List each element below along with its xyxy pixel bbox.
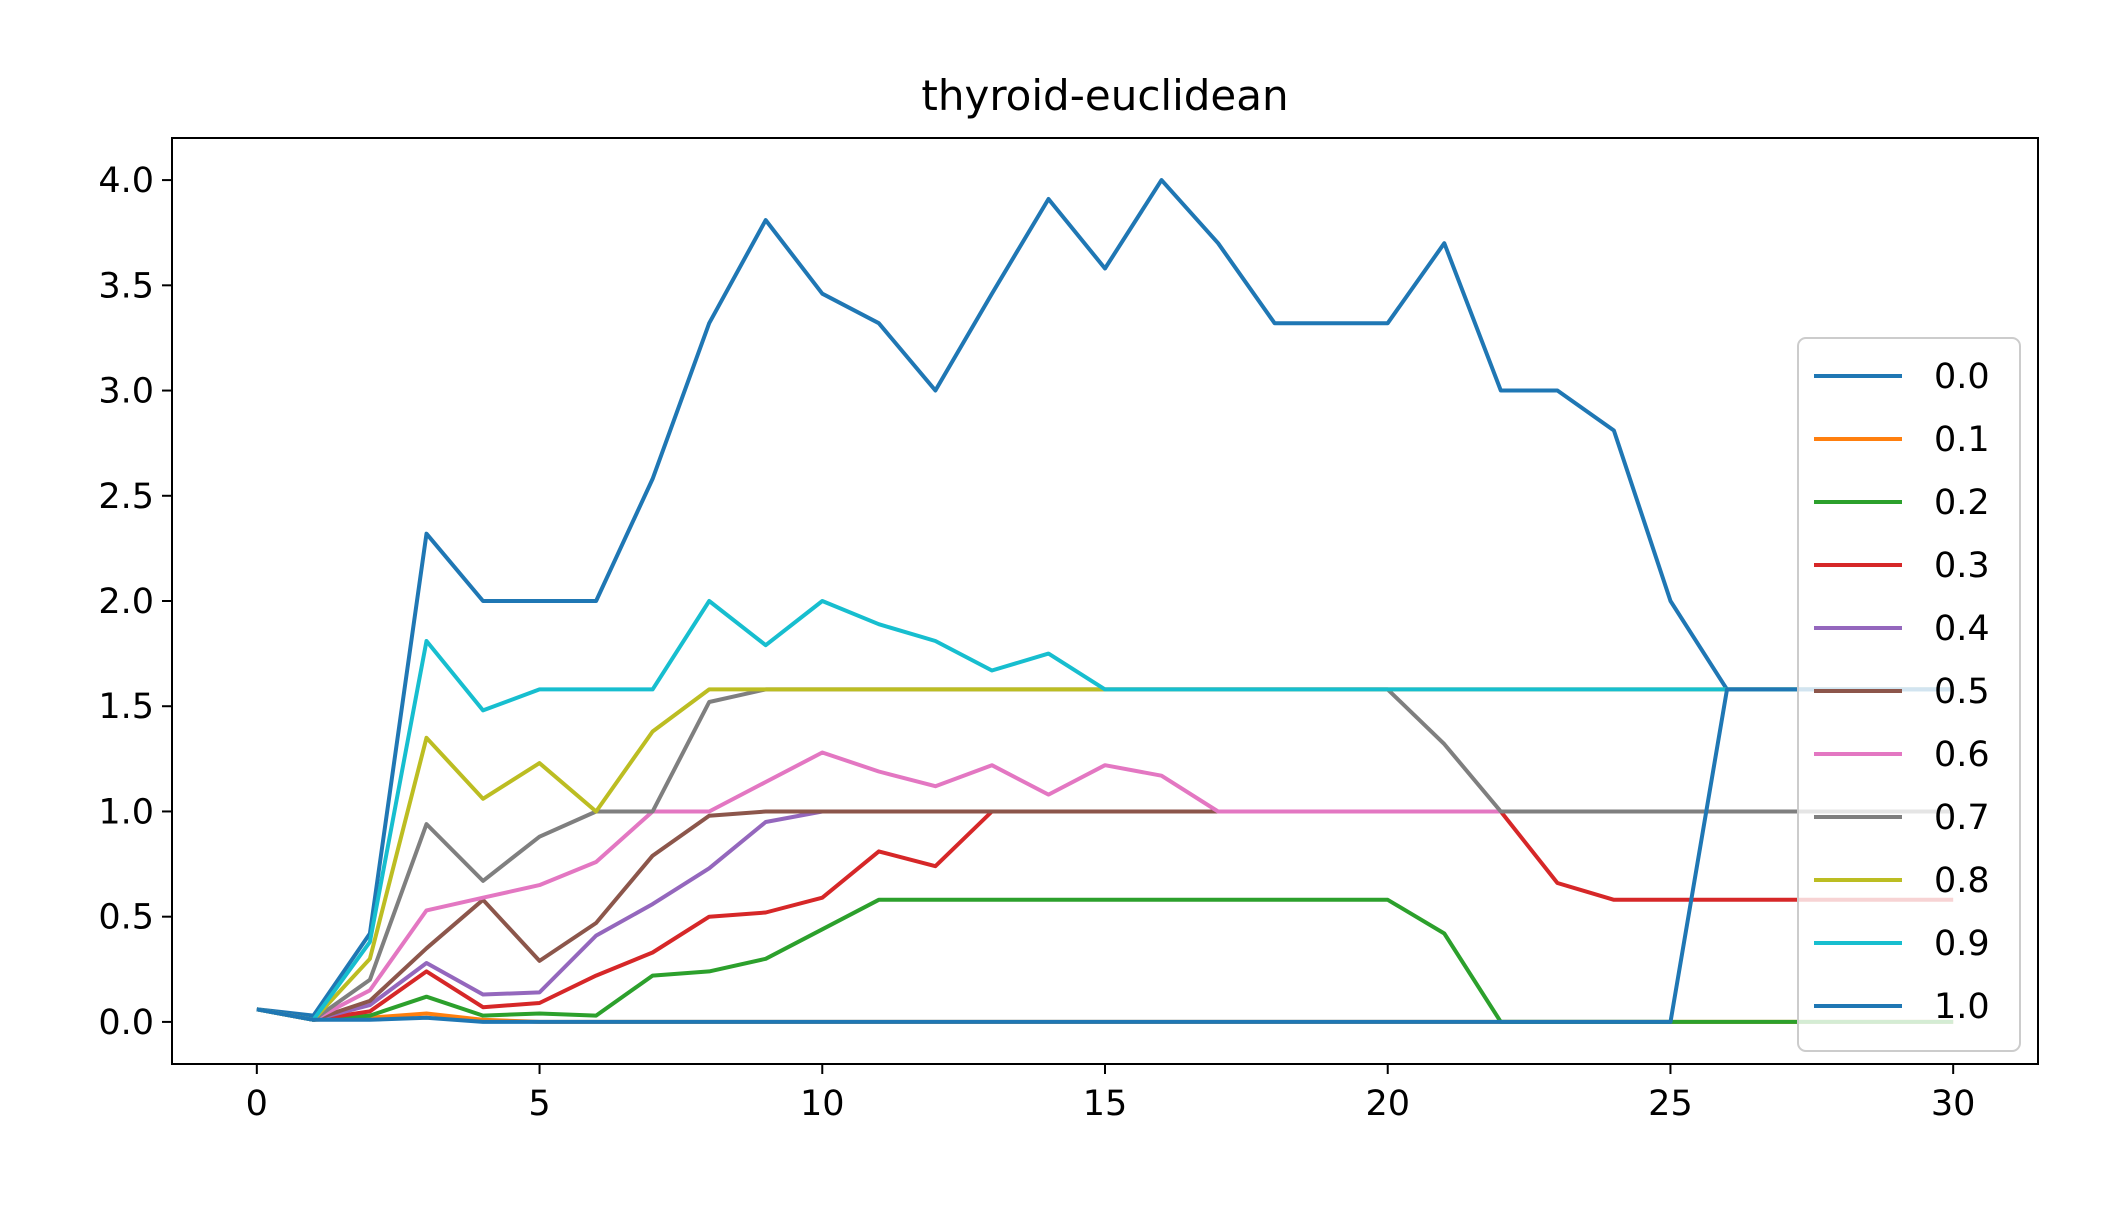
x-axis: 0 5 10 15 20 25 30 [246, 1064, 1976, 1124]
y-tick-label: 3.5 [98, 266, 154, 306]
series-line-1-0 [256, 687, 1954, 1024]
y-tick-label: 3.0 [98, 372, 154, 412]
y-tick-label: 1.0 [98, 792, 154, 832]
legend-label: 0.7 [1934, 798, 1990, 838]
legend-label: 0.8 [1934, 861, 1990, 901]
x-tick-label: 30 [1931, 1084, 1976, 1124]
x-tick-label: 5 [528, 1084, 550, 1124]
series-line-0-5 [256, 809, 1954, 1022]
y-tick-label: 4.0 [98, 161, 154, 201]
legend: 0.0 0.1 0.2 0.3 0.4 0.5 0.6 0.7 0.8 0.9 1.0 [1797, 337, 2021, 1052]
y-tick-label: 2.0 [98, 582, 154, 622]
chart-title: thyroid-euclidean [921, 71, 1288, 120]
legend-label: 0.4 [1934, 609, 1990, 649]
legend-label: 0.5 [1934, 672, 1990, 712]
x-tick-label: 0 [246, 1084, 268, 1124]
plot-frame [171, 137, 2039, 1065]
legend-label: 0.6 [1934, 735, 1990, 775]
y-tick-label: 0.5 [98, 898, 154, 938]
series-line-0-9 [256, 599, 1954, 1022]
y-tick-label: 2.5 [98, 477, 154, 517]
series-line-0-4 [256, 809, 1954, 1022]
x-tick-label: 15 [1083, 1084, 1128, 1124]
series-line-0-6 [256, 750, 1954, 1022]
legend-label: 0.2 [1934, 483, 1990, 523]
y-tick-label: 0.0 [98, 1003, 154, 1043]
legend-box [1797, 337, 2021, 1052]
legend-label: 1.0 [1934, 987, 1990, 1027]
series-line-0-0 [256, 178, 1954, 1018]
x-tick-label: 10 [800, 1084, 845, 1124]
legend-label: 0.9 [1934, 924, 1990, 964]
x-tick-label: 20 [1365, 1084, 1410, 1124]
y-axis: 0.0 0.5 1.0 1.5 2.0 2.5 3.0 3.5 4.0 [98, 161, 172, 1043]
series-lines [256, 178, 1954, 1024]
legend-label: 0.3 [1934, 546, 1990, 586]
y-tick-label: 1.5 [98, 687, 154, 727]
series-line-0-3 [256, 809, 1954, 1022]
legend-label: 0.1 [1934, 420, 1990, 460]
legend-label: 0.0 [1934, 357, 1990, 397]
x-tick-label: 25 [1648, 1084, 1693, 1124]
